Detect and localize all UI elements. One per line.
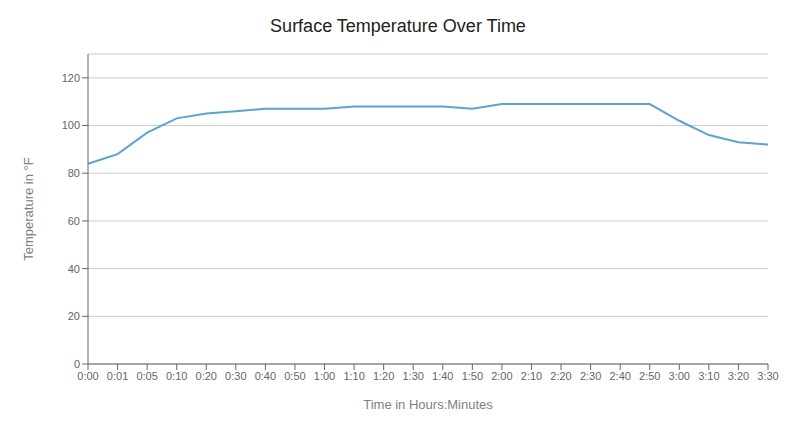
svg-text:1:30: 1:30: [403, 370, 424, 382]
svg-text:0:20: 0:20: [196, 370, 217, 382]
svg-text:80: 80: [68, 167, 80, 179]
svg-text:2:10: 2:10: [521, 370, 542, 382]
svg-text:3:20: 3:20: [728, 370, 749, 382]
svg-text:1:20: 1:20: [373, 370, 394, 382]
html-text:Surface Temperature Over Time: Surface Temperature Over Time: [270, 16, 526, 36]
svg-text:3:10: 3:10: [698, 370, 719, 382]
svg-text:60: 60: [68, 215, 80, 227]
svg-text:0:01: 0:01: [107, 370, 128, 382]
svg-text:0:10: 0:10: [166, 370, 187, 382]
svg-text:0: 0: [74, 358, 80, 370]
svg-text:0:30: 0:30: [225, 370, 246, 382]
svg-text:Temperature in °F: Temperature in °F: [21, 157, 36, 261]
svg-text:0:40: 0:40: [255, 370, 276, 382]
svg-text:100: 100: [62, 119, 80, 131]
svg-text:0:50: 0:50: [284, 370, 305, 382]
svg-text:2:50: 2:50: [639, 370, 660, 382]
svg-text:1:00: 1:00: [314, 370, 335, 382]
svg-text:20: 20: [68, 310, 80, 322]
svg-text:40: 40: [68, 263, 80, 275]
svg-text:120: 120: [62, 72, 80, 84]
svg-text:2:20: 2:20: [550, 370, 571, 382]
svg-text:1:50: 1:50: [462, 370, 483, 382]
svg-text:0:05: 0:05: [136, 370, 157, 382]
svg-text:Time in Hours:Minutes: Time in Hours:Minutes: [363, 397, 493, 412]
svg-text:3:00: 3:00: [669, 370, 690, 382]
svg-text:2:00: 2:00: [491, 370, 512, 382]
svg-text:1:40: 1:40: [432, 370, 453, 382]
svg-text:1:10: 1:10: [343, 370, 364, 382]
svg-text:3:30: 3:30: [757, 370, 778, 382]
svg-text:0:00: 0:00: [77, 370, 98, 382]
svg-text:2:30: 2:30: [580, 370, 601, 382]
svg-text:2:40: 2:40: [609, 370, 630, 382]
